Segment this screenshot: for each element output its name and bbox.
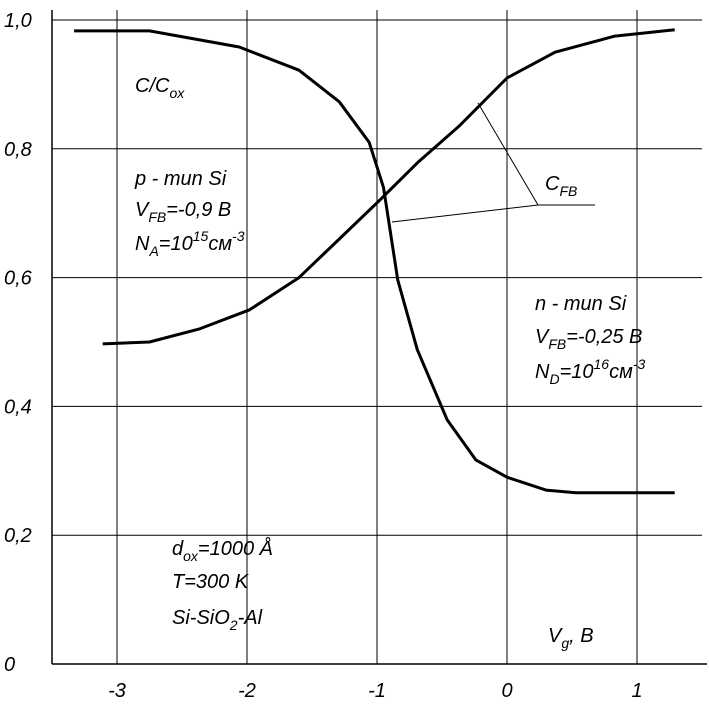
y-tick-label: 0,8 [4,139,32,161]
annotation-text: см [609,361,633,383]
y-tick-label: 0,4 [4,396,32,418]
x-tick-label: -2 [238,680,256,702]
annotation-text: =10 [560,361,594,383]
curve [102,28,675,346]
annotation-text: =1000 Å [198,537,273,560]
annotation-text: ox [183,548,199,564]
annotation: CFB [545,173,577,199]
y-tick-label: 0 [4,654,15,676]
annotation-text: =-0,25 B [566,326,642,348]
y-tick-label: 1,0 [4,10,32,32]
leader-line [391,204,539,223]
annotation-text: FB [548,336,566,352]
axes [51,10,707,665]
annotation-text: -3 [232,228,245,244]
annotation-text: C/C [135,75,170,97]
annotation-text: =-0,9 B [166,199,231,221]
annotation: ND=1016см-3 [535,356,645,387]
annotation: Si-SiO2-Al [172,607,263,633]
annotation-text: V [135,199,150,221]
annotation-text: g [561,635,569,651]
annotation: n - mun Si [535,293,627,315]
annotation-text: p - mun Si [134,168,227,190]
annotation-text: d [172,538,184,560]
x-tick-label: -3 [108,680,126,702]
leader-line [477,102,539,206]
annotation-text: , B [569,625,593,647]
annotation: T=300 K [172,571,250,593]
annotation-text: -3 [633,356,646,372]
curve [74,29,675,495]
annotation-text: 2 [229,617,238,633]
annotation: VFB=-0,25 B [535,326,642,352]
annotation-text: Si-SiO [172,607,230,629]
annotation-text: =10 [159,233,193,255]
x-tick-label: 0 [501,680,512,702]
annotation-text: 15 [193,228,209,244]
annotation-text: N [535,361,550,383]
x-tick-label: 1 [631,680,642,702]
annotation: C/Cox [135,75,185,101]
annotation-text: V [548,625,563,647]
annotation: VFB=-0,9 B [135,199,231,225]
x-axis-label: Vg, B [548,625,594,651]
annotation: dox=1000 Å [172,537,273,564]
annotation-text: FB [148,209,166,225]
x-tick-label: -1 [368,680,386,702]
annotation-text: D [549,371,559,387]
annotation: p - mun Si [134,168,227,190]
annotation-text: V [535,326,550,348]
annotation-text: FB [559,183,577,199]
y-tick-label: 0,2 [4,525,32,547]
annotation-text: n - mun Si [535,293,627,315]
annotation-text: ox [169,85,185,101]
annotation-text: T=300 K [172,571,250,593]
annotation-text: см [208,233,232,255]
annotation-text: N [135,233,150,255]
annotation: NA=1015см-3 [135,228,245,259]
annotation-text: A [148,243,158,259]
annotation-text: -Al [238,607,263,629]
annotation-text: 16 [594,356,610,372]
annotation-text: C [545,173,560,195]
y-tick-label: 0,6 [4,268,33,290]
